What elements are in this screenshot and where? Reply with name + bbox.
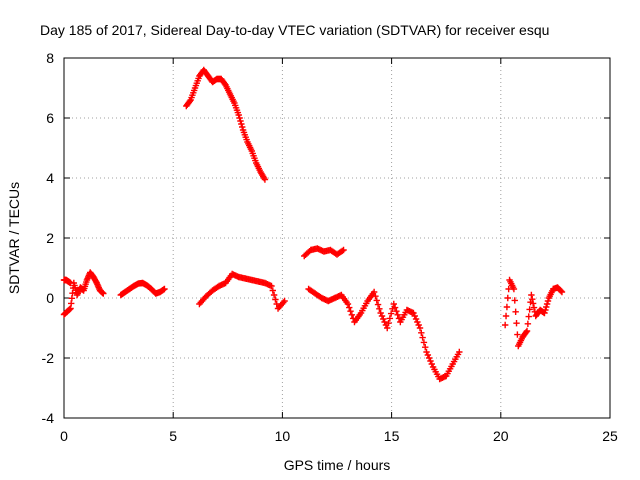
data-point bbox=[186, 98, 193, 105]
data-point bbox=[376, 305, 383, 312]
data-point bbox=[236, 114, 243, 122]
data-point bbox=[381, 318, 388, 326]
data-point bbox=[525, 313, 532, 320]
y-tick-label: 0 bbox=[46, 290, 54, 306]
data-point bbox=[456, 348, 463, 356]
axis-ticks: 0 5 10 15 20 25 -4 -2 0 2 4 6 8 bbox=[42, 50, 618, 444]
data-point bbox=[544, 297, 552, 305]
data-point bbox=[419, 334, 426, 341]
data-point bbox=[514, 331, 521, 338]
data-point bbox=[390, 300, 397, 308]
data-point bbox=[524, 320, 532, 327]
data-point bbox=[502, 312, 510, 320]
data-point bbox=[530, 304, 538, 311]
data-point bbox=[420, 339, 428, 346]
x-tick-label: 5 bbox=[169, 428, 177, 444]
data-point bbox=[427, 357, 434, 365]
data-point bbox=[281, 297, 288, 305]
data-point bbox=[541, 309, 548, 317]
data-point bbox=[347, 308, 354, 315]
data-point bbox=[411, 312, 418, 320]
data-point bbox=[380, 315, 387, 323]
data-point bbox=[237, 117, 244, 125]
data-point bbox=[512, 308, 519, 315]
data-point bbox=[503, 303, 511, 311]
data-point bbox=[513, 320, 520, 327]
data-point bbox=[523, 327, 531, 335]
y-tick-label: -2 bbox=[42, 350, 55, 366]
data-point bbox=[386, 315, 394, 322]
data-point bbox=[377, 309, 384, 317]
data-point bbox=[340, 246, 347, 254]
y-tick-label: -4 bbox=[42, 410, 55, 426]
data-point bbox=[384, 324, 391, 332]
data-point bbox=[372, 293, 379, 300]
data-point bbox=[418, 329, 425, 336]
data-point bbox=[416, 324, 424, 332]
data-point bbox=[385, 320, 392, 327]
data-point bbox=[528, 291, 535, 299]
data-point bbox=[269, 287, 276, 294]
y-tick-label: 2 bbox=[46, 230, 54, 246]
data-point bbox=[558, 288, 566, 296]
data-point bbox=[373, 297, 380, 304]
data-point bbox=[410, 309, 417, 317]
data-point bbox=[542, 306, 549, 314]
data-point bbox=[526, 306, 533, 313]
data-point bbox=[422, 344, 429, 351]
data-point bbox=[370, 288, 378, 296]
data-point bbox=[100, 290, 107, 297]
data-point bbox=[272, 296, 279, 303]
data-point bbox=[414, 318, 421, 326]
x-axis-label: GPS time / hours bbox=[284, 457, 391, 473]
data-point bbox=[543, 303, 550, 311]
data-point bbox=[387, 310, 395, 317]
data-point bbox=[415, 321, 422, 329]
chart-title: Day 185 of 2017, Sidereal Day-to-day VTE… bbox=[40, 22, 549, 38]
data-point bbox=[529, 300, 537, 307]
data-point bbox=[393, 308, 400, 315]
y-tick-label: 4 bbox=[46, 170, 54, 186]
data-point bbox=[424, 351, 432, 359]
data-point bbox=[268, 282, 275, 290]
y-tick-label: 8 bbox=[46, 50, 54, 66]
data-point bbox=[235, 111, 242, 119]
data-point bbox=[557, 287, 565, 295]
data-point bbox=[504, 294, 511, 302]
data-point bbox=[391, 304, 399, 311]
data-point bbox=[238, 120, 245, 128]
data-point bbox=[511, 297, 518, 304]
data-point bbox=[412, 315, 420, 323]
data-point bbox=[394, 311, 401, 318]
data-point bbox=[270, 291, 278, 299]
data-point bbox=[339, 247, 346, 255]
data-point bbox=[522, 329, 530, 336]
data-point bbox=[161, 285, 168, 293]
data-point bbox=[346, 304, 353, 311]
x-tick-label: 15 bbox=[384, 428, 400, 444]
y-axis-label: SDTVAR / TECUs bbox=[6, 182, 22, 294]
x-tick-label: 20 bbox=[493, 428, 509, 444]
data-point bbox=[510, 285, 518, 293]
data-point bbox=[378, 312, 386, 320]
data-point bbox=[428, 360, 435, 368]
x-tick-label: 0 bbox=[60, 428, 68, 444]
data-point bbox=[261, 176, 269, 183]
data-point bbox=[344, 300, 352, 308]
data-point bbox=[425, 354, 433, 362]
data-point bbox=[543, 300, 551, 308]
data-point bbox=[501, 321, 509, 329]
x-tick-label: 25 bbox=[602, 428, 618, 444]
x-tick-label: 10 bbox=[275, 428, 291, 444]
data-point bbox=[348, 311, 356, 318]
y-tick-label: 6 bbox=[46, 110, 54, 126]
data-point bbox=[239, 123, 246, 131]
data-points bbox=[60, 66, 566, 383]
data-point bbox=[423, 348, 430, 356]
data-point bbox=[529, 296, 536, 303]
data-point bbox=[374, 301, 382, 308]
